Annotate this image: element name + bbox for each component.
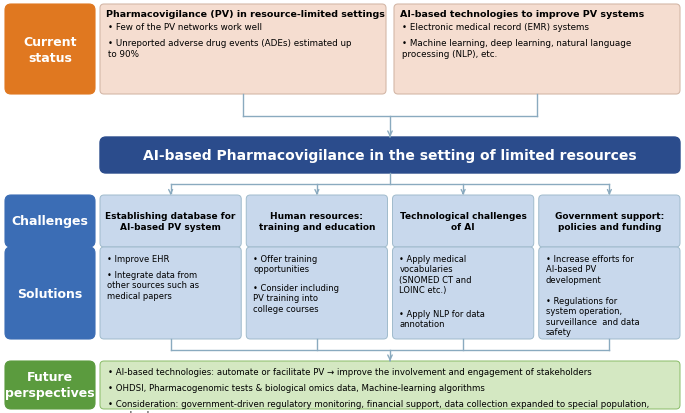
Text: • Electronic medical record (EMR) systems: • Electronic medical record (EMR) system… xyxy=(402,23,589,32)
FancyBboxPatch shape xyxy=(5,5,95,95)
Text: • Increase efforts for
AI-based PV
development: • Increase efforts for AI-based PV devel… xyxy=(546,254,634,284)
FancyBboxPatch shape xyxy=(100,361,680,409)
Text: • Consider including
PV training into
college courses: • Consider including PV training into co… xyxy=(253,283,339,313)
Text: • Unreported adverse drug events (ADEs) estimated up
to 90%: • Unreported adverse drug events (ADEs) … xyxy=(108,39,351,59)
Text: Government support:
policies and funding: Government support: policies and funding xyxy=(555,211,664,232)
Text: Technological challenges
of AI: Technological challenges of AI xyxy=(399,211,527,232)
FancyBboxPatch shape xyxy=(100,195,241,247)
FancyBboxPatch shape xyxy=(5,247,95,339)
Text: • Offer training
opportunities: • Offer training opportunities xyxy=(253,254,318,274)
Text: AI-based technologies to improve PV systems: AI-based technologies to improve PV syst… xyxy=(400,10,645,19)
FancyBboxPatch shape xyxy=(5,195,95,247)
FancyBboxPatch shape xyxy=(538,247,680,339)
Text: Future
perspectives: Future perspectives xyxy=(5,370,95,399)
Text: • Integrate data from
other sources such as
medical papers: • Integrate data from other sources such… xyxy=(107,271,199,300)
Text: • Consideration: government-driven regulatory monitoring, financial support, dat: • Consideration: government-driven regul… xyxy=(108,399,649,413)
Text: • Few of the PV networks work well: • Few of the PV networks work well xyxy=(108,23,262,32)
Text: • Machine learning, deep learning, natural language
processing (NLP), etc.: • Machine learning, deep learning, natur… xyxy=(402,39,632,59)
FancyBboxPatch shape xyxy=(5,361,95,409)
FancyBboxPatch shape xyxy=(246,195,388,247)
Text: Establishing database for
AI-based PV system: Establishing database for AI-based PV sy… xyxy=(105,211,236,232)
FancyBboxPatch shape xyxy=(246,247,388,339)
FancyBboxPatch shape xyxy=(393,195,534,247)
Text: AI-based Pharmacovigilance in the setting of limited resources: AI-based Pharmacovigilance in the settin… xyxy=(143,149,637,163)
Text: Challenges: Challenges xyxy=(12,215,88,228)
FancyBboxPatch shape xyxy=(393,247,534,339)
Text: Pharmacovigilance (PV) in resource-limited settings: Pharmacovigilance (PV) in resource-limit… xyxy=(106,10,385,19)
FancyBboxPatch shape xyxy=(394,5,680,95)
Text: Solutions: Solutions xyxy=(17,287,83,300)
FancyBboxPatch shape xyxy=(100,247,241,339)
Text: • Apply medical
vocabularies
(SNOMED CT and
LOINC etc.): • Apply medical vocabularies (SNOMED CT … xyxy=(399,254,472,294)
Text: Current
status: Current status xyxy=(23,36,77,64)
Text: • OHDSI, Pharmacogenomic tests & biological omics data, Machine-learning algorit: • OHDSI, Pharmacogenomic tests & biologi… xyxy=(108,383,485,392)
Text: Human resources:
training and education: Human resources: training and education xyxy=(259,211,375,232)
Text: • Apply NLP for data
annotation: • Apply NLP for data annotation xyxy=(399,309,486,329)
Text: • Regulations for
system operation,
surveillance  and data
safety: • Regulations for system operation, surv… xyxy=(546,296,639,336)
FancyBboxPatch shape xyxy=(100,138,680,173)
FancyBboxPatch shape xyxy=(538,195,680,247)
FancyBboxPatch shape xyxy=(100,5,386,95)
Text: • AI-based technologies: automate or facilitate PV → improve the involvement and: • AI-based technologies: automate or fac… xyxy=(108,367,592,376)
Text: • Improve EHR: • Improve EHR xyxy=(107,254,169,263)
